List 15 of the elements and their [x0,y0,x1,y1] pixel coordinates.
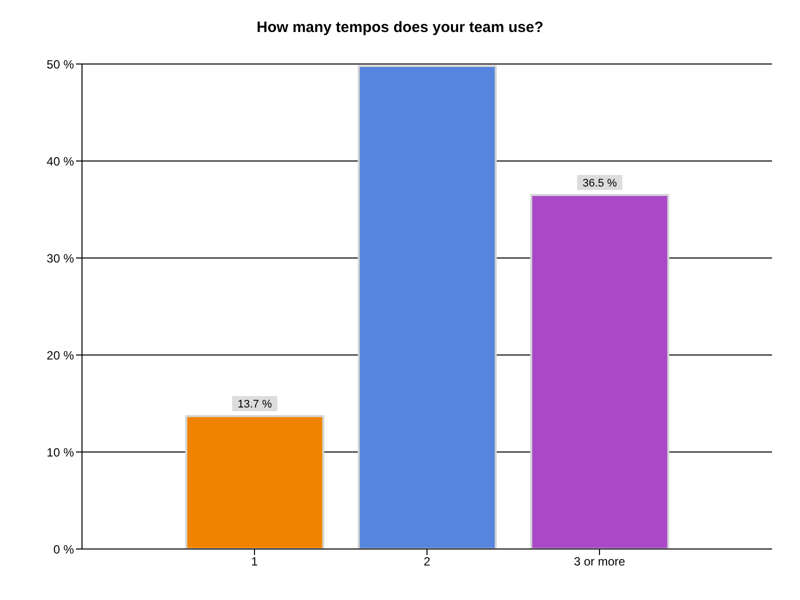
data-label: 36.5 % [582,177,618,190]
chart-title: How many tempos does your team use? [256,19,544,36]
y-tick-label: 50 % [46,57,74,72]
bar [358,64,497,549]
bar [530,194,670,549]
data-label: 13.7 % [238,398,272,411]
x-tick-label: 2 [424,554,431,569]
x-tick-label: 1 [251,554,258,569]
y-tick-label: 10 % [46,445,74,460]
bar [185,415,324,549]
y-tick-label: 30 % [46,251,74,266]
x-tick-label: 3 or more [574,554,626,569]
y-tick-label: 40 % [46,154,74,168]
y-tick-label: 0 % [53,542,74,556]
y-tick-label: 20 % [46,348,74,362]
